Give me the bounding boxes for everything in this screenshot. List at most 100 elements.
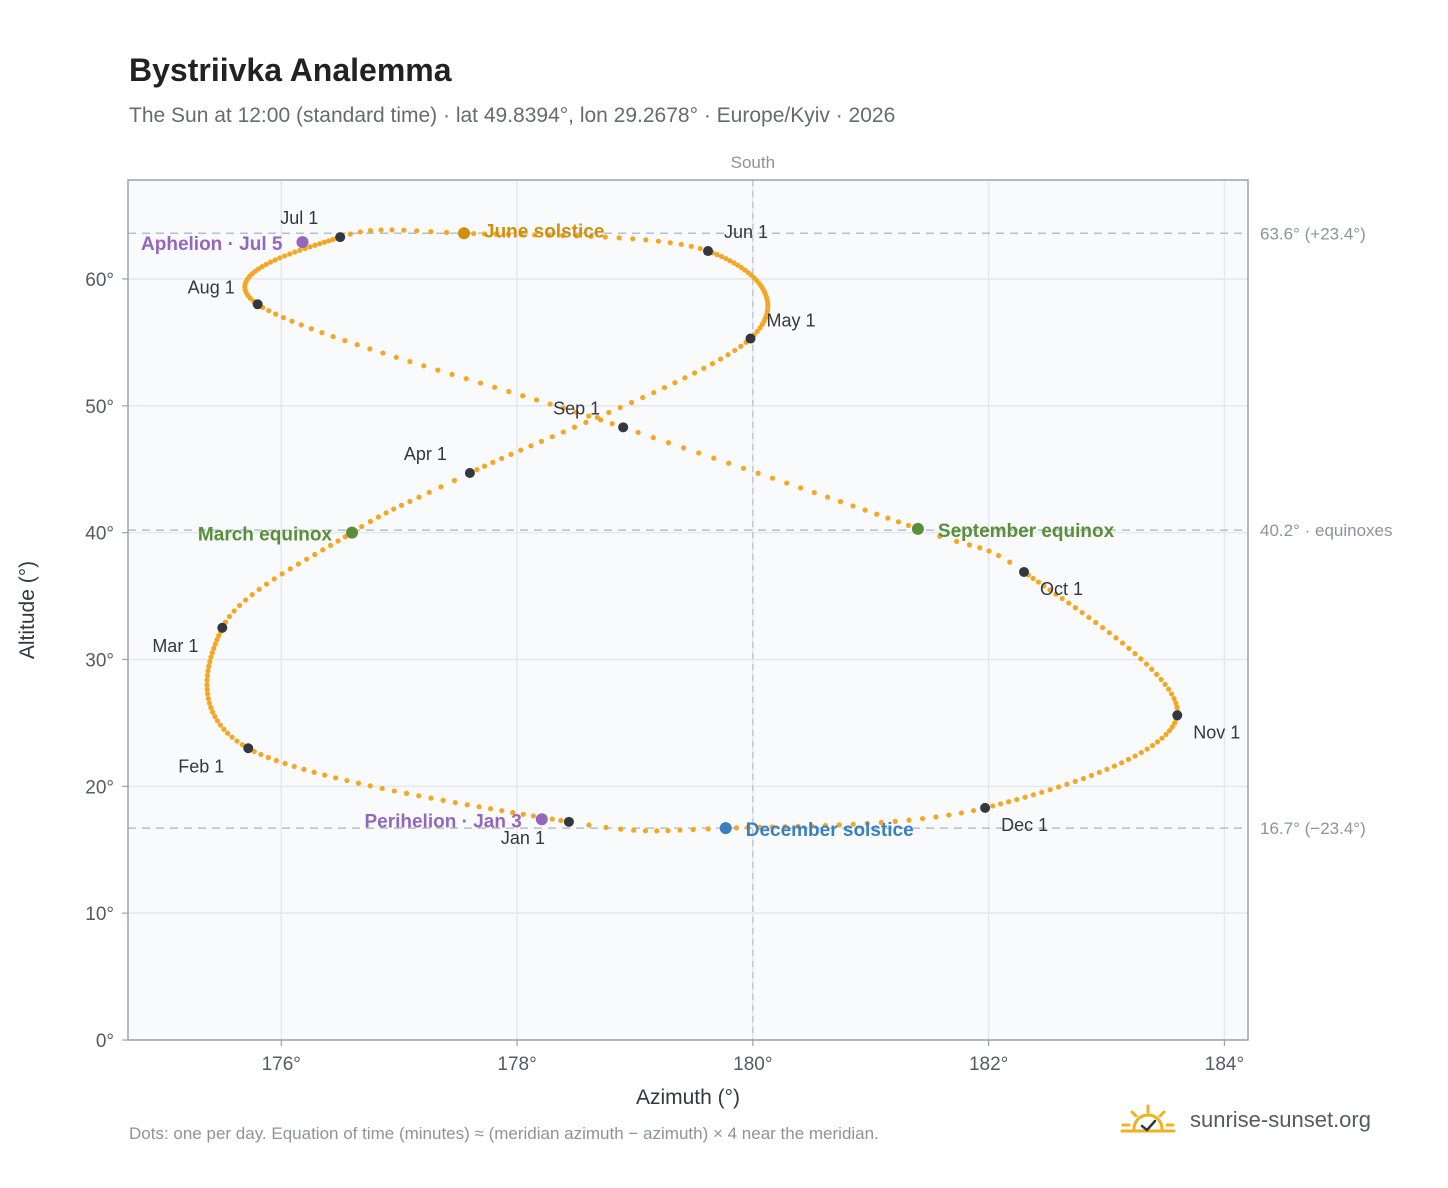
reference-line-label: 40.2° · equinoxes <box>1260 521 1393 540</box>
month-markers: Jan 1 Feb 1 Mar 1 Apr 1 May 1 Jun 1 Jul 1 Aug 1… <box>152 208 1240 848</box>
chart-title: Bystriivka Analemma <box>129 52 452 88</box>
path-dot <box>307 244 313 250</box>
path-dot <box>312 242 318 248</box>
path-dot <box>226 613 233 620</box>
path-dot <box>204 677 210 683</box>
path-dot <box>234 738 240 744</box>
path-dot <box>1163 731 1169 738</box>
path-dot <box>401 227 407 233</box>
path-dot <box>518 447 524 453</box>
path-dot <box>435 367 441 373</box>
path-dot <box>1088 772 1095 779</box>
path-dot <box>492 384 498 390</box>
month-label: Jun 1 <box>724 222 768 242</box>
path-dot <box>263 581 270 587</box>
path-dot <box>661 384 668 391</box>
path-dot <box>640 394 646 401</box>
path-dot <box>655 238 661 244</box>
path-dot <box>603 824 609 831</box>
path-dot <box>1166 728 1173 734</box>
path-dot <box>403 790 410 796</box>
special-point-label: June solstice <box>484 221 604 242</box>
path-dot <box>320 547 326 553</box>
path-dot <box>583 419 589 425</box>
y-tick-label: 60° <box>85 270 114 291</box>
path-dot <box>878 819 884 826</box>
path-dot <box>271 576 277 582</box>
path-dot <box>811 489 817 496</box>
path-dot <box>493 231 499 237</box>
path-dot <box>1072 605 1078 611</box>
y-tick-label: 10° <box>85 904 114 925</box>
path-dot <box>440 797 446 803</box>
month-label: Apr 1 <box>404 444 447 464</box>
brand-link[interactable]: sunrise-sunset.org <box>1118 1103 1371 1137</box>
path-dot <box>665 828 671 834</box>
path-dot <box>247 295 253 301</box>
path-dot <box>1035 579 1042 585</box>
path-dot <box>714 252 720 258</box>
y-axis-label: Altitude (°) <box>16 561 39 659</box>
reference-lines: 63.6° (+23.4°) 40.2° · equinoxes 16.7° (−2… <box>128 153 1393 1040</box>
path-dot <box>1149 742 1156 749</box>
path-dot <box>499 455 505 462</box>
path-dot <box>208 705 214 711</box>
path-dot <box>1030 792 1036 798</box>
x-tick-label: 182° <box>969 1054 1008 1075</box>
path-dot <box>1005 799 1012 805</box>
x-tick-label: 180° <box>733 1054 772 1075</box>
path-dot <box>367 346 373 352</box>
path-dot <box>1126 645 1132 651</box>
path-dot <box>518 231 524 238</box>
path-dot <box>654 828 660 834</box>
month-label: Jul 1 <box>280 208 318 228</box>
path-dot <box>727 258 733 264</box>
path-dot <box>499 808 505 814</box>
path-dot <box>416 793 422 799</box>
path-dot <box>532 232 538 238</box>
path-dot <box>628 399 635 406</box>
month-marker <box>335 232 346 243</box>
path-dot <box>808 823 815 829</box>
month-marker <box>703 246 714 257</box>
y-tick-label: 40° <box>85 524 114 545</box>
y-tick-label: 0° <box>96 1031 114 1052</box>
path-dot <box>1041 583 1047 589</box>
path-dot <box>342 338 348 344</box>
path-dot <box>688 243 694 249</box>
x-tick-label: 176° <box>262 1054 301 1075</box>
path-dot <box>718 253 725 260</box>
path-dot <box>1014 796 1020 803</box>
path-dot <box>995 552 1002 559</box>
path-dot <box>237 602 243 609</box>
path-dot <box>312 551 318 558</box>
month-label: Feb 1 <box>178 756 224 776</box>
path-dot <box>229 734 235 740</box>
path-dot <box>451 477 458 484</box>
path-dot <box>280 315 287 321</box>
path-dot <box>273 311 279 317</box>
path-dot <box>481 463 488 469</box>
path-dot <box>682 375 688 381</box>
path-dot <box>946 812 952 818</box>
path-dot <box>1171 695 1177 702</box>
path-dot <box>206 663 212 669</box>
path-dot <box>754 328 760 335</box>
path-dot <box>1030 575 1036 582</box>
path-dot <box>414 228 420 234</box>
path-dot <box>207 659 213 665</box>
path-dot <box>321 239 327 245</box>
path-dot <box>463 376 469 382</box>
path-dot <box>571 424 578 430</box>
path-dot <box>549 816 555 822</box>
path-dot <box>711 455 717 461</box>
path-dot <box>287 566 293 572</box>
path-dot <box>690 826 696 833</box>
path-dot <box>1072 778 1078 785</box>
path-dot <box>211 645 217 651</box>
path-dot <box>520 393 526 399</box>
path-dot <box>545 232 552 238</box>
path-dot <box>1039 789 1045 795</box>
path-dot <box>696 450 702 456</box>
